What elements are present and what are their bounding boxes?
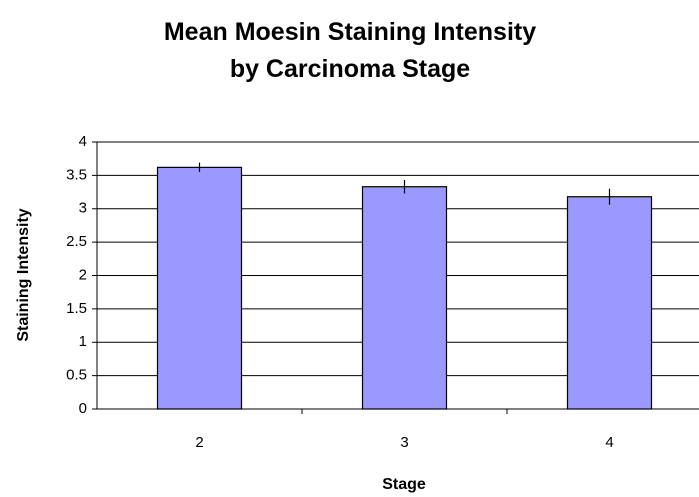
y-tick-label: 3.5 — [66, 166, 87, 183]
y-axis-title: Staining Intensity — [15, 208, 32, 341]
y-tick-label: 3 — [79, 200, 87, 217]
bar — [156, 166, 243, 410]
x-axis-title: Stage — [382, 476, 426, 493]
y-tick-label: 2.5 — [66, 233, 87, 250]
y-tick-label: 1.5 — [66, 300, 87, 317]
y-tick-label: 2 — [79, 266, 87, 283]
y-tick-label: 4 — [79, 133, 87, 150]
bar — [566, 196, 653, 410]
chart-title: Mean Moesin Staining Intensity by Carcin… — [163, 18, 537, 83]
y-tick-label: 1 — [79, 333, 87, 350]
y-tick-label: 0 — [79, 400, 87, 417]
x-tick-label: 2 — [195, 434, 203, 451]
x-tick-label: 4 — [605, 434, 613, 451]
x-tick-label: 3 — [400, 434, 408, 451]
y-tick-label: 0.5 — [66, 367, 87, 384]
bar — [361, 186, 448, 410]
